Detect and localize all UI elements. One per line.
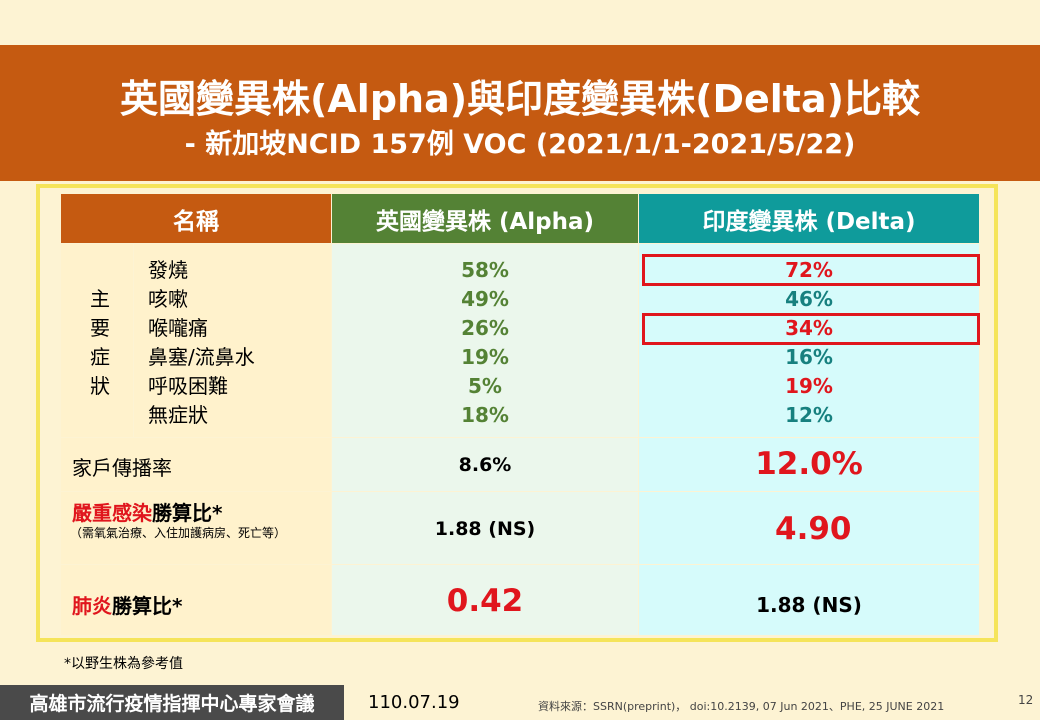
household-label: 家戶傳播率 [72, 456, 172, 480]
slide-subtitle: - 新加坡NCID 157例 VOC (2021/1/1-2021/5/22) [184, 129, 856, 160]
title-banner [0, 45, 1040, 181]
delta-value: 12% [785, 403, 833, 427]
severe-label-black: 勝算比* [152, 501, 223, 525]
severe-label: 嚴重感染勝算比* [72, 497, 222, 526]
household-alpha-cell [332, 438, 638, 491]
symptom-group-cell [61, 244, 133, 437]
pneumonia-label: 肺炎勝算比* [72, 590, 182, 619]
symptom-names-cell [134, 244, 331, 437]
household-delta: 12.0% [755, 446, 863, 482]
header-name: 名稱 [61, 194, 331, 243]
alpha-value: 5% [468, 374, 502, 398]
severe-label-red: 嚴重感染 [72, 501, 152, 525]
delta-value: 19% [785, 374, 833, 398]
pneumonia-label-black: 勝算比* [112, 594, 183, 618]
pneumonia-label-red: 肺炎 [72, 594, 112, 618]
pneumonia-alpha-cell [332, 565, 638, 635]
symptom-name: 喉嚨痛 [148, 316, 208, 340]
severe-delta-cell [639, 492, 979, 564]
highlight-box-sore-throat [642, 313, 980, 345]
alpha-symptom-values: 58% 49% 26% 19% 5% 18% [332, 256, 638, 430]
symptom-name: 咳嗽 [148, 287, 188, 311]
household-alpha: 8.6% [458, 454, 512, 476]
symptom-name-list: 發燒 咳嗽 喉嚨痛 鼻塞/流鼻水 呼吸困難 無症狀 [148, 256, 328, 430]
delta-value: 16% [785, 345, 833, 369]
severe-note: （需氧氣治療、入住加護病房、死亡等） [70, 526, 287, 540]
footnote: *以野生株為參考值 [64, 656, 183, 672]
slide-title: 英國變異株(Alpha)與印度變異株(Delta)比較 [120, 77, 920, 121]
delta-value: 46% [785, 287, 833, 311]
header-alpha: 英國變異株 (Alpha) [332, 194, 638, 243]
group-char: 主 [90, 287, 110, 311]
severe-alpha: 1.88 (NS) [434, 518, 536, 540]
group-char: 要 [90, 316, 110, 340]
highlight-box-fever [642, 254, 980, 286]
symptom-name: 呼吸困難 [148, 374, 228, 398]
alpha-value: 49% [461, 287, 509, 311]
symptom-name: 發燒 [148, 258, 188, 282]
alpha-value: 58% [461, 258, 509, 282]
symptom-name: 鼻塞/流鼻水 [148, 345, 255, 369]
alpha-value: 18% [461, 403, 509, 427]
pneumonia-label-cell [61, 565, 331, 635]
footer-date: 110.07.19 [368, 692, 460, 713]
header-delta: 印度變異株 (Delta) [639, 194, 979, 243]
severe-label-cell [61, 492, 331, 564]
severe-alpha-cell [332, 492, 638, 564]
household-label-cell [61, 438, 331, 491]
delta-value: 72% [785, 258, 833, 282]
alpha-value: 19% [461, 345, 509, 369]
pneumonia-delta-cell [639, 565, 979, 635]
pneumonia-alpha: 0.42 [446, 583, 524, 619]
symptom-group-label: 主 要 症 狀 [88, 285, 112, 401]
severe-delta: 4.90 [775, 511, 852, 547]
group-char: 症 [90, 345, 110, 369]
footer-source: 資料來源：SSRN(preprint)， doi:10.2139, 07 Jun… [538, 700, 945, 713]
symptom-alpha-cell [332, 244, 638, 437]
footer-org: 高雄市流行疫情指揮中心專家會議 [0, 685, 344, 720]
group-char: 狀 [90, 374, 110, 398]
page-number: 12 [1018, 693, 1034, 707]
delta-symptom-values: 72% 46% 34% 16% 19% 12% [639, 256, 979, 430]
delta-value: 34% [785, 316, 833, 340]
alpha-value: 26% [461, 316, 509, 340]
symptom-name: 無症狀 [148, 403, 208, 427]
household-delta-cell [639, 438, 979, 491]
symptom-delta-cell [639, 244, 979, 437]
pneumonia-delta: 1.88 (NS) [756, 593, 862, 617]
